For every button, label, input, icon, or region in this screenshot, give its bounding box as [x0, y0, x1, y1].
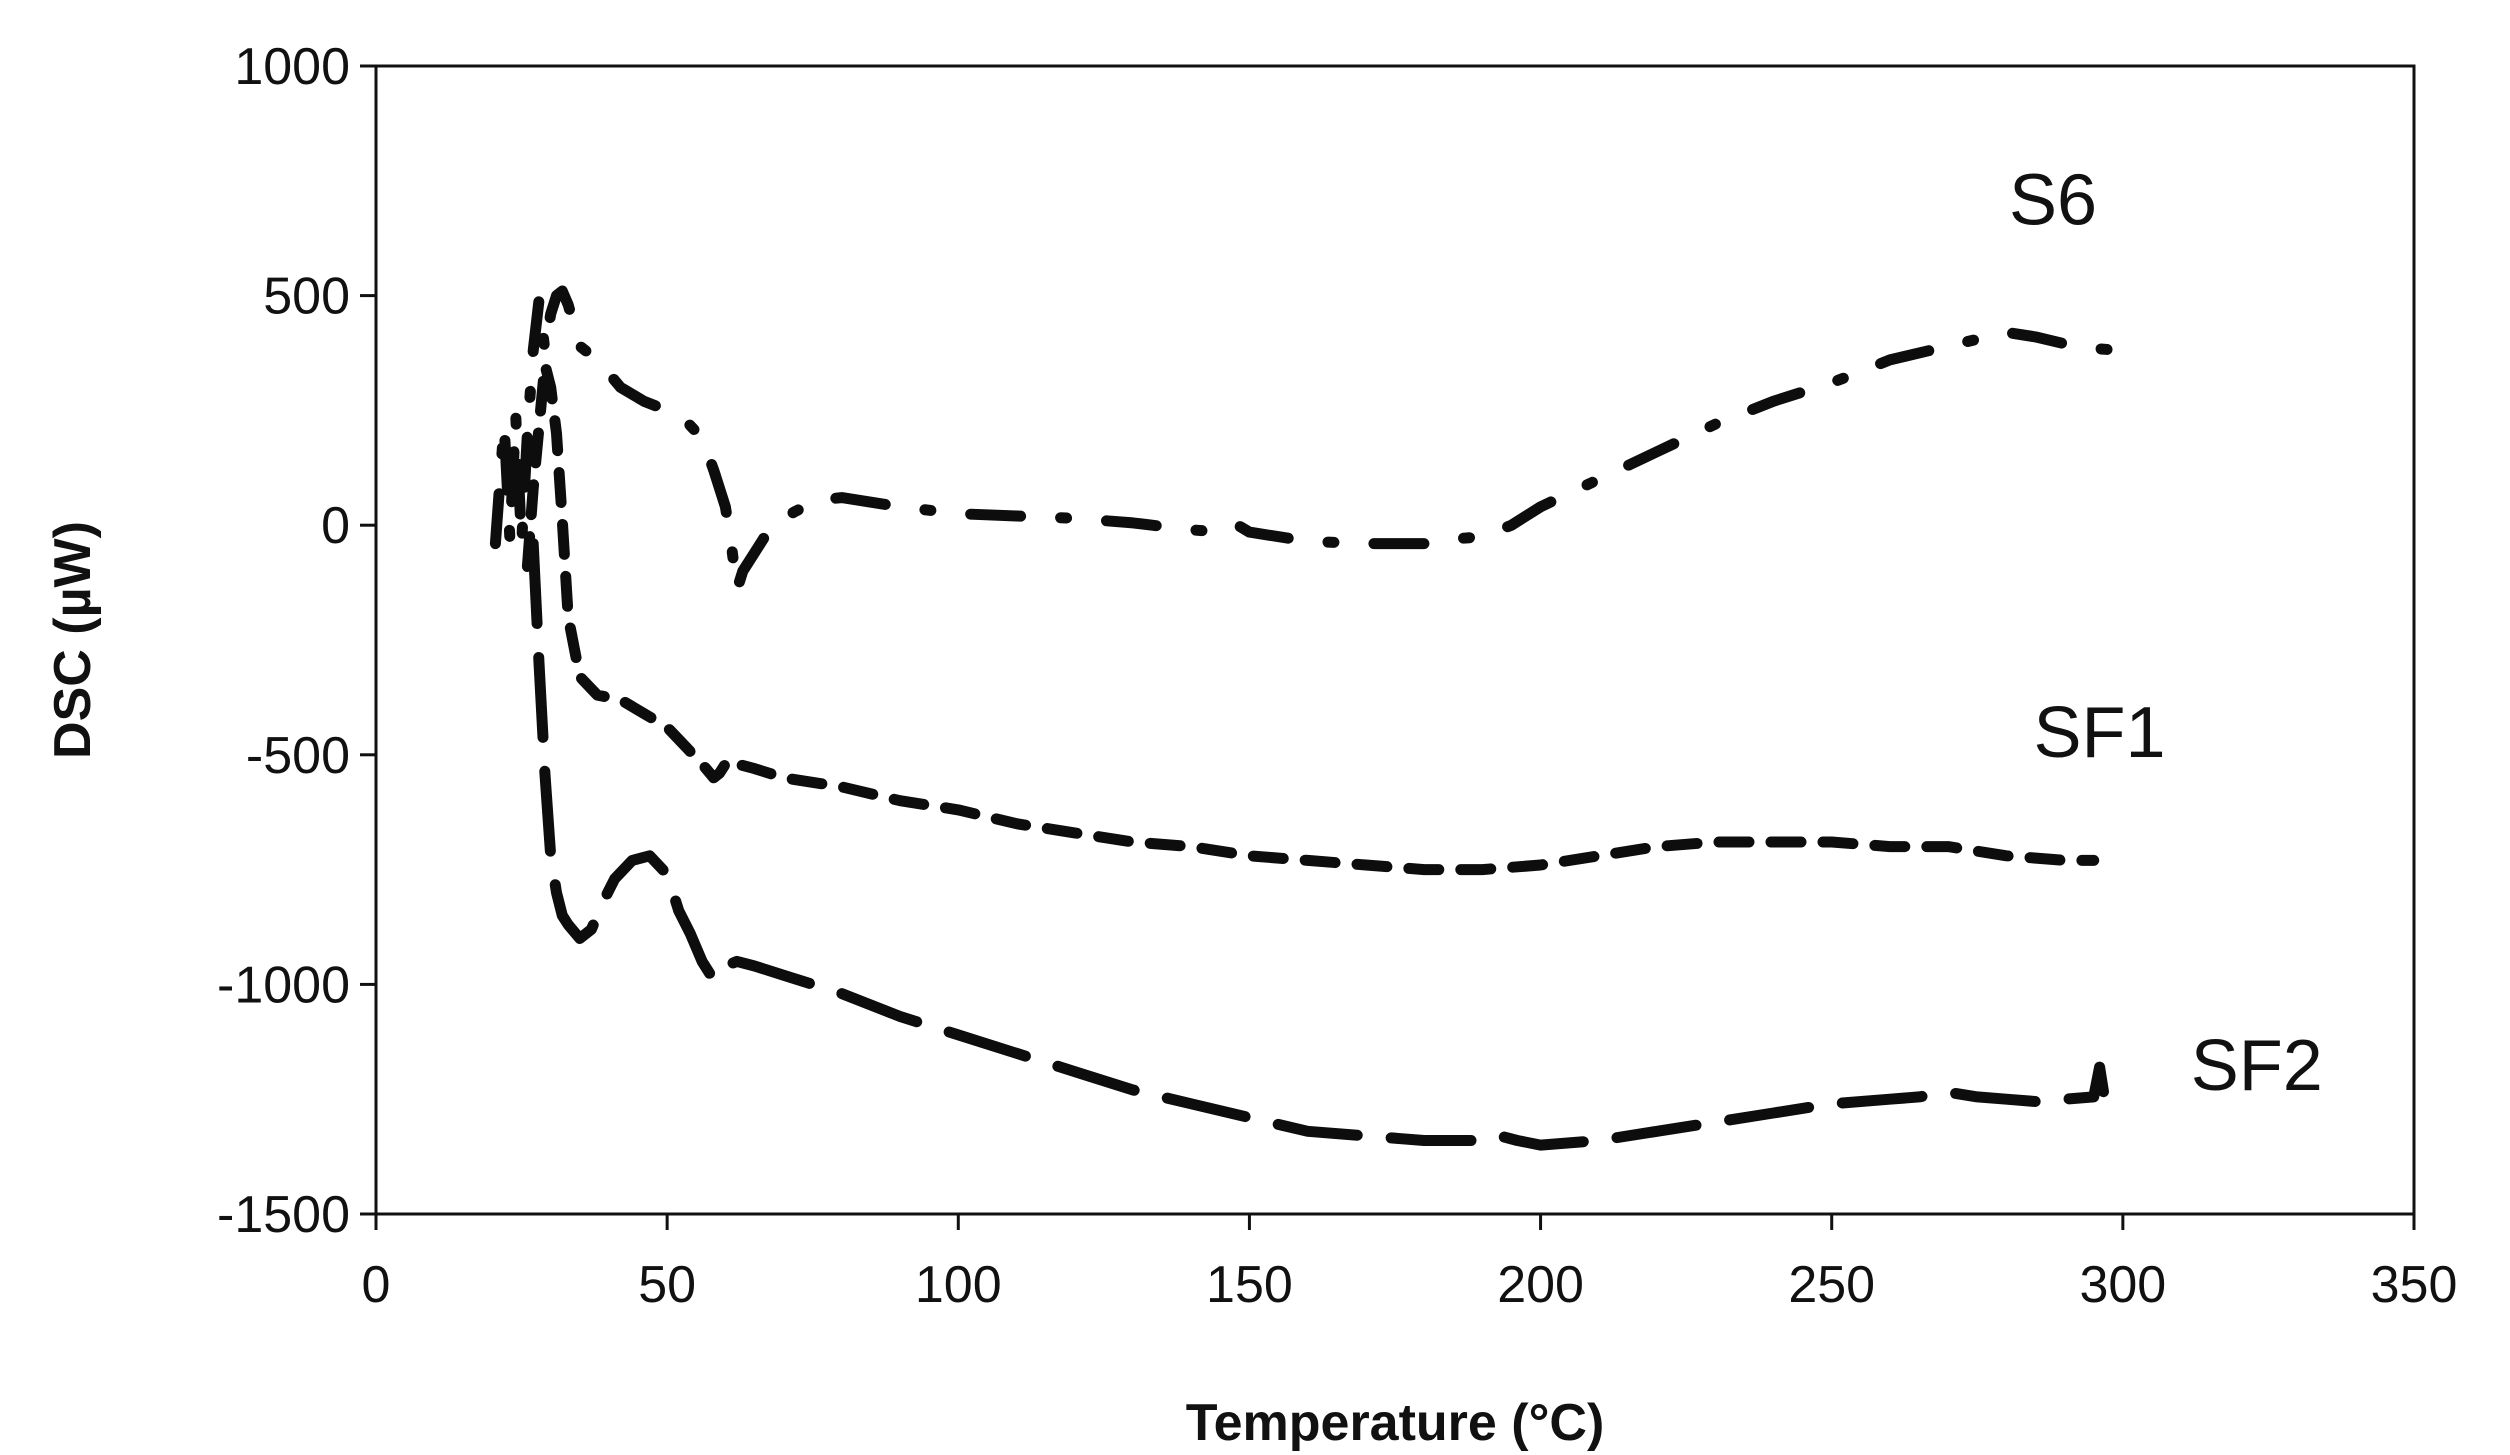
y-tick-label: 500 [263, 268, 350, 326]
series-label-sf1: SF1 [2034, 693, 2166, 773]
y-tick-label: -1500 [217, 1186, 350, 1244]
series-lines [489, 285, 2129, 1151]
y-tick-label: -500 [246, 727, 350, 785]
tick-marks [360, 64, 2416, 1230]
x-tick-label: 300 [2079, 1256, 2166, 1314]
x-tick-label: 200 [1497, 1256, 1584, 1314]
plot-area-frame [374, 64, 2416, 1216]
x-tick-label: 150 [1206, 1256, 1293, 1314]
series-label-sf2: SF2 [2191, 1026, 2323, 1106]
series-annotations: S6 SF1 SF2 [2009, 160, 2323, 1106]
x-tick-labels: 0 50 100 150 200 250 300 350 [362, 1256, 2458, 1314]
x-tick-label: 100 [915, 1256, 1002, 1314]
x-tick-label: 0 [362, 1256, 391, 1314]
y-axis-title: DSC (µW) [44, 521, 102, 759]
y-tick-label: 1000 [234, 38, 350, 96]
y-tick-label: 0 [321, 497, 350, 555]
y-tick-labels: -1500 -1000 -500 0 500 1000 [217, 38, 350, 1244]
series-label-s6: S6 [2009, 160, 2097, 240]
x-axis-title: Temperature (°C) [1186, 1394, 1605, 1452]
series-line-sf1 [521, 359, 2100, 876]
x-tick-label: 50 [638, 1256, 696, 1314]
y-tick-label: -1000 [217, 956, 350, 1014]
series-line-s6 [489, 285, 2129, 595]
x-tick-label: 250 [1788, 1256, 1875, 1314]
x-tick-label: 350 [2371, 1256, 2458, 1314]
series-line-sf2 [527, 538, 2111, 1151]
